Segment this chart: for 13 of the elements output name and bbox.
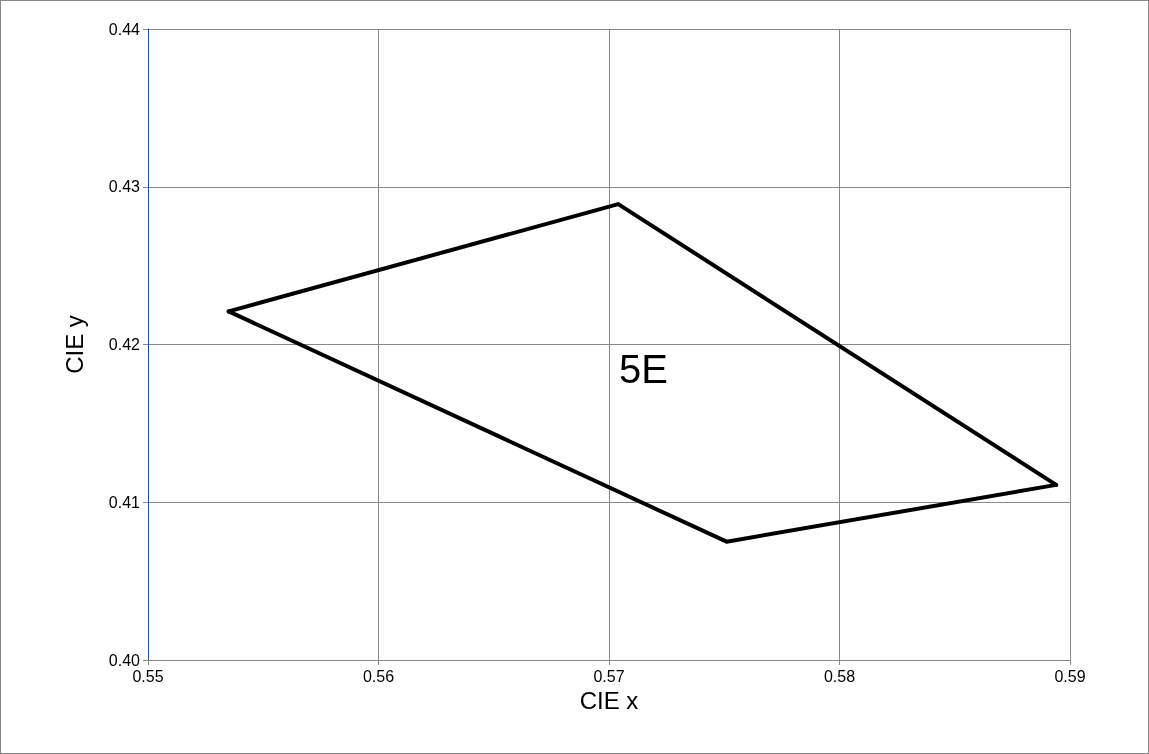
x-tick-label: 0.58 [823,667,856,685]
x-tick-label: 0.57 [593,667,625,685]
y-tick-label: 0.41 [108,493,141,511]
annotation: 5E [619,347,668,391]
y-tick-label: 0.40 [108,651,141,669]
x-tick-label: 0.55 [132,667,164,685]
x-tick-label: 0.59 [1054,667,1086,685]
y-tick-label: 0.44 [108,20,141,38]
y-axis-title: CIE y [60,315,88,374]
x-axis-title: CIE x [579,687,639,715]
y-tick-label: 0.42 [108,336,141,353]
x-tick-label: 0.56 [362,667,395,685]
y-tick-label: 0.43 [108,178,141,196]
